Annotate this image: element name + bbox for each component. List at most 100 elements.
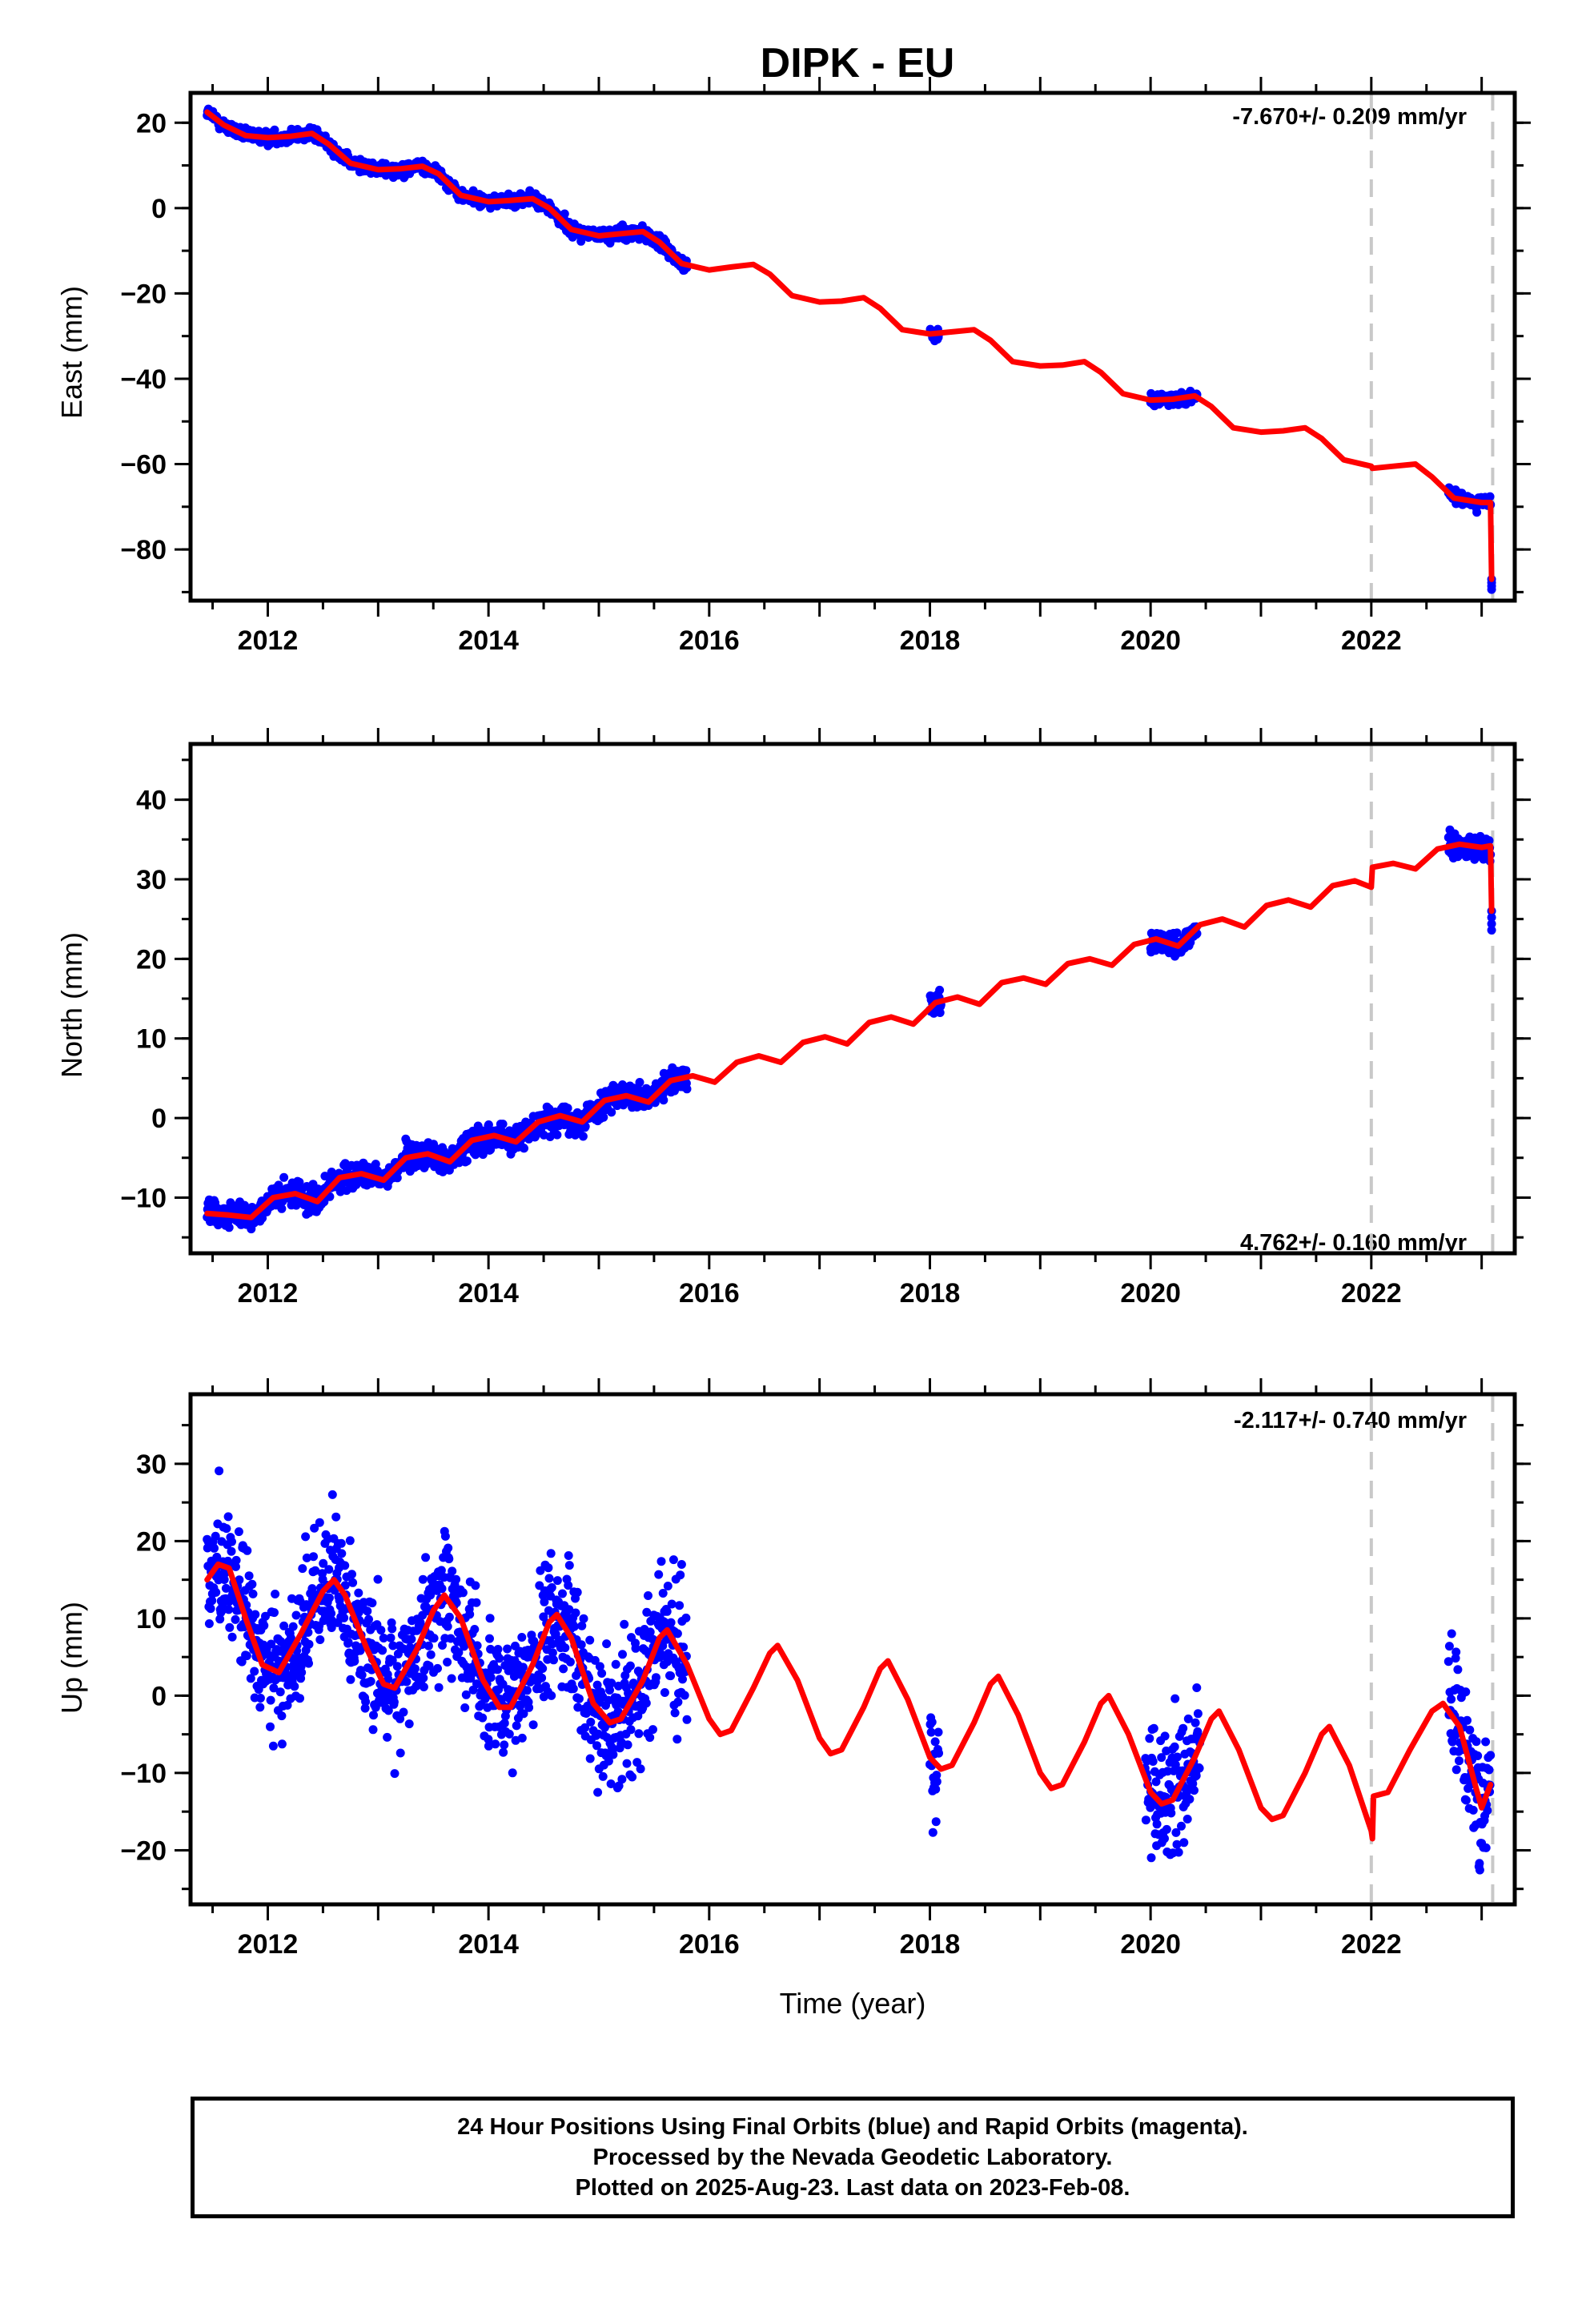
up-xtick-label: 2022 xyxy=(1341,1929,1402,1960)
up-data-point xyxy=(303,1627,313,1637)
up-data-point xyxy=(1177,1821,1186,1831)
up-data-point xyxy=(465,1610,475,1619)
up-data-point xyxy=(651,1673,661,1683)
up-data-point xyxy=(673,1697,683,1707)
up-data-point xyxy=(309,1552,318,1562)
up-data-point xyxy=(298,1564,307,1574)
up-data-point xyxy=(361,1697,371,1707)
up-data-point xyxy=(667,1599,677,1609)
up-data-point xyxy=(634,1729,644,1739)
up-data-point xyxy=(579,1614,588,1623)
up-data-point xyxy=(1191,1718,1200,1727)
up-data-point xyxy=(454,1648,464,1657)
up-data-point xyxy=(604,1695,613,1705)
up-data-point xyxy=(928,1827,938,1837)
up-data-point xyxy=(628,1772,637,1782)
up-data-point xyxy=(1475,1859,1484,1868)
east-rate: -7.670+/- 0.209 mm/yr xyxy=(1232,104,1467,130)
up-data-point xyxy=(347,1570,356,1579)
up-data-point xyxy=(387,1624,397,1634)
up-data-point xyxy=(645,1627,655,1637)
up-data-point xyxy=(1195,1763,1204,1773)
up-data-point xyxy=(1170,1760,1180,1770)
north-data-point xyxy=(1487,926,1496,935)
footer-line-2: Processed by the Nevada Geodetic Laborat… xyxy=(592,2145,1113,2170)
up-data-point xyxy=(644,1591,652,1600)
up-data-point xyxy=(410,1664,420,1674)
up-data-point xyxy=(1157,1753,1166,1763)
up-data-point xyxy=(279,1621,289,1630)
up-data-point xyxy=(215,1614,225,1624)
east-ylabel: East (mm) xyxy=(55,286,88,419)
up-data-point xyxy=(1190,1786,1199,1795)
up-data-point xyxy=(331,1512,341,1522)
up-data-point xyxy=(1191,1771,1201,1780)
up-data-point xyxy=(327,1623,336,1632)
up-data-point xyxy=(504,1729,514,1739)
east-ytick-label: 0 xyxy=(151,194,167,224)
up-data-point xyxy=(407,1634,416,1644)
up-data-point xyxy=(1475,1865,1484,1875)
up-xtick-label: 2012 xyxy=(238,1929,299,1960)
up-data-point xyxy=(446,1634,456,1643)
up-data-point xyxy=(538,1664,548,1673)
east-ytick-label: −20 xyxy=(120,279,167,309)
east-frame xyxy=(188,90,1517,603)
up-data-point xyxy=(269,1683,279,1693)
up-data-point xyxy=(360,1703,370,1713)
up-data-point xyxy=(478,1713,488,1723)
up-data-point xyxy=(1146,1853,1156,1863)
north-data-point xyxy=(635,1078,644,1087)
up-data-point xyxy=(383,1706,393,1715)
up-data-point xyxy=(343,1638,353,1647)
up-data-point xyxy=(231,1562,240,1571)
up-data-point xyxy=(632,1758,642,1767)
up-data-point xyxy=(207,1596,217,1606)
up-data-point xyxy=(1455,1756,1464,1766)
up-data-point xyxy=(319,1558,328,1568)
up-data-point xyxy=(251,1610,260,1619)
up-data-point xyxy=(288,1622,298,1631)
up-data-point xyxy=(376,1626,386,1635)
up-data-point xyxy=(444,1543,453,1553)
up-data-point xyxy=(310,1523,319,1533)
up-rate: -2.117+/- 0.740 mm/yr xyxy=(1234,1408,1467,1433)
north-ytick-label: 20 xyxy=(136,944,167,975)
up-ytick-label: −10 xyxy=(120,1759,167,1789)
up-data-point xyxy=(1188,1779,1198,1788)
up-ylabel: Up (mm) xyxy=(55,1602,88,1714)
east-data-point xyxy=(1487,585,1496,594)
up-xtick-label: 2020 xyxy=(1120,1929,1181,1960)
up-data-point xyxy=(485,1634,494,1643)
up-data-point xyxy=(605,1686,614,1695)
up-data-point xyxy=(419,1673,428,1683)
up-data-point xyxy=(1444,1642,1454,1651)
up-data-point xyxy=(244,1571,254,1581)
up-data-point xyxy=(315,1518,324,1527)
up-data-point xyxy=(266,1722,275,1731)
up-data-point xyxy=(438,1641,447,1650)
up-data-point xyxy=(437,1584,447,1594)
up-data-point xyxy=(364,1614,373,1624)
up-data-point xyxy=(493,1665,502,1675)
up-data-point xyxy=(283,1700,292,1710)
up-data-point xyxy=(517,1633,527,1642)
up-data-point xyxy=(549,1655,558,1665)
up-data-point xyxy=(678,1675,687,1684)
up-data-point xyxy=(517,1733,527,1743)
north-data-point xyxy=(531,1131,540,1140)
up-frame xyxy=(188,1392,1517,1907)
up-data-point xyxy=(484,1741,493,1751)
up-data-point xyxy=(932,1771,942,1780)
north-data-point xyxy=(258,1213,267,1223)
up-data-point xyxy=(304,1639,314,1649)
up-ytick-label: 20 xyxy=(136,1526,167,1557)
up-data-point xyxy=(227,1537,236,1546)
east-xtick-label: 2014 xyxy=(458,625,519,656)
up-data-point xyxy=(447,1674,456,1683)
up-data-point xyxy=(931,1817,941,1827)
up-data-point xyxy=(302,1553,311,1562)
up-data-point xyxy=(383,1675,393,1684)
up-data-point xyxy=(426,1590,436,1600)
up-data-point xyxy=(1151,1777,1161,1787)
